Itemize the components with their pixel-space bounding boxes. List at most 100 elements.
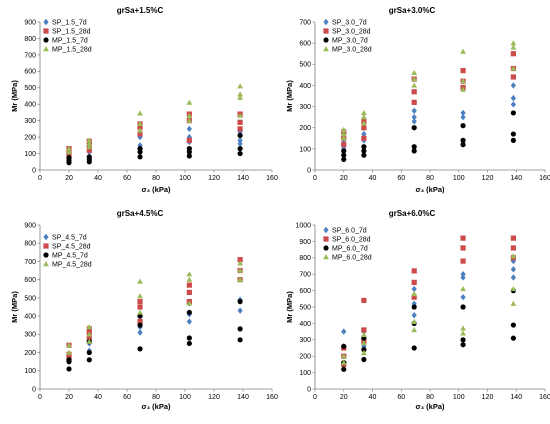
data-point: [411, 290, 418, 297]
y-axis-title: Mr (MPa): [10, 291, 19, 323]
y-tick-label: 100: [24, 151, 36, 158]
y-tick-label: 700: [299, 19, 311, 26]
data-point: [361, 327, 367, 333]
y-tick-label: 500: [299, 304, 311, 311]
data-point: [460, 325, 466, 331]
x-tick-label: 40: [369, 394, 377, 401]
legend-entry: SP_4.5_28d: [52, 244, 91, 251]
data-point: [510, 300, 517, 306]
data-point: [186, 309, 192, 316]
data-point: [237, 83, 243, 89]
data-point: [237, 307, 243, 314]
x-tick-label: 160: [266, 394, 278, 401]
data-point: [411, 125, 417, 131]
legend-entry: MP_3.0_7d: [332, 38, 368, 45]
data-point: [341, 328, 347, 335]
data-point: [411, 294, 417, 300]
y-tick-label: 400: [24, 314, 36, 321]
data-point: [186, 125, 192, 133]
series-SP_28d: [66, 257, 243, 361]
data-point: [137, 304, 143, 310]
x-tick-label: 100: [453, 175, 465, 182]
data-point: [137, 322, 143, 328]
data-point: [510, 245, 516, 251]
legend-marker: [43, 46, 49, 52]
legend-marker: [43, 252, 49, 258]
x-tick-label: 20: [65, 394, 73, 401]
x-tick-label: 80: [152, 175, 160, 182]
data-point: [86, 349, 92, 356]
data-point: [460, 342, 466, 348]
data-point: [460, 258, 466, 264]
data-point: [510, 44, 517, 50]
data-point: [237, 298, 243, 305]
data-point: [460, 142, 466, 148]
data-point: [137, 127, 143, 133]
data-point: [411, 312, 417, 319]
data-point: [237, 276, 243, 282]
data-point: [340, 359, 347, 365]
data-point: [86, 331, 93, 337]
data-point: [86, 137, 93, 143]
legend-entry: SP_3.0_28d: [332, 29, 371, 36]
legend-entry: MP_6.0_28d: [332, 255, 372, 262]
x-tick-label: 60: [397, 394, 405, 401]
legend-entry: SP_4.5_7d: [52, 235, 87, 242]
legend-entry: MP_4.5_7d: [52, 253, 88, 260]
legend: SP_3.0_7d SP_3.0_28d MP_3.0_7d MP_3.0_28d: [323, 18, 372, 54]
x-tick-label: 60: [397, 175, 405, 182]
data-point: [361, 356, 367, 363]
data-point: [411, 76, 418, 82]
chart-panel-1: grSa+1.5%C 0 20 40 60 80 100 120 140 160 0 100 200 30…: [10, 6, 278, 194]
data-point: [186, 271, 193, 277]
legend-entry: SP_1.5_28d: [52, 29, 91, 36]
legend: SP_6.0_7d SP_6.0_28d MP_6.0_7d MP_6.0_28d: [323, 226, 372, 262]
data-point: [510, 322, 516, 328]
x-tick-label: 0: [38, 394, 42, 401]
y-tick-label: 600: [299, 288, 311, 295]
x-tick-label: 120: [482, 394, 494, 401]
data-point: [510, 274, 516, 281]
y-tick-label: 500: [299, 62, 311, 69]
y-tick-label: 200: [299, 125, 311, 132]
chart-panel-2: grSa+3.0%C 0 20 40 60 80 100 120 140 160 0 100 200 30…: [285, 6, 550, 194]
x-tick-label: 0: [313, 175, 317, 182]
x-tick-label: 100: [179, 175, 191, 182]
x-tick-label: 80: [426, 394, 434, 401]
series-SP_7d: [341, 82, 516, 153]
data-point: [341, 366, 347, 372]
data-point: [66, 366, 72, 372]
data-point: [237, 140, 243, 147]
data-point: [237, 267, 243, 273]
data-point: [360, 331, 367, 338]
x-tick-label: 40: [94, 394, 102, 401]
y-tick-label: 600: [299, 41, 311, 48]
chart-title: grSa+3.0%C: [389, 6, 436, 15]
data-point: [411, 345, 417, 351]
data-point: [237, 326, 243, 332]
data-point: [411, 148, 417, 154]
y-tick-label: 0: [32, 386, 36, 393]
y-tick-label: 100: [299, 370, 311, 377]
y-tick-label: 100: [299, 146, 311, 153]
series-MP_28d: [66, 260, 243, 355]
data-point: [237, 137, 243, 144]
data-point: [66, 148, 72, 155]
data-point: [341, 152, 347, 158]
data-point: [510, 235, 516, 241]
y-tick-label: 400: [24, 102, 36, 109]
legend-marker: [43, 28, 49, 34]
y-tick-label: 600: [24, 69, 36, 76]
y-tick-label: 900: [24, 222, 36, 229]
x-tick-label: 40: [369, 175, 377, 182]
data-point: [86, 154, 92, 160]
y-tick-label: 600: [24, 277, 36, 284]
x-tick-label: 80: [426, 175, 434, 182]
data-point: [510, 335, 516, 341]
series-SP_28d: [66, 111, 243, 158]
data-point: [137, 146, 143, 152]
data-point: [86, 140, 93, 146]
legend-marker: [323, 226, 329, 234]
